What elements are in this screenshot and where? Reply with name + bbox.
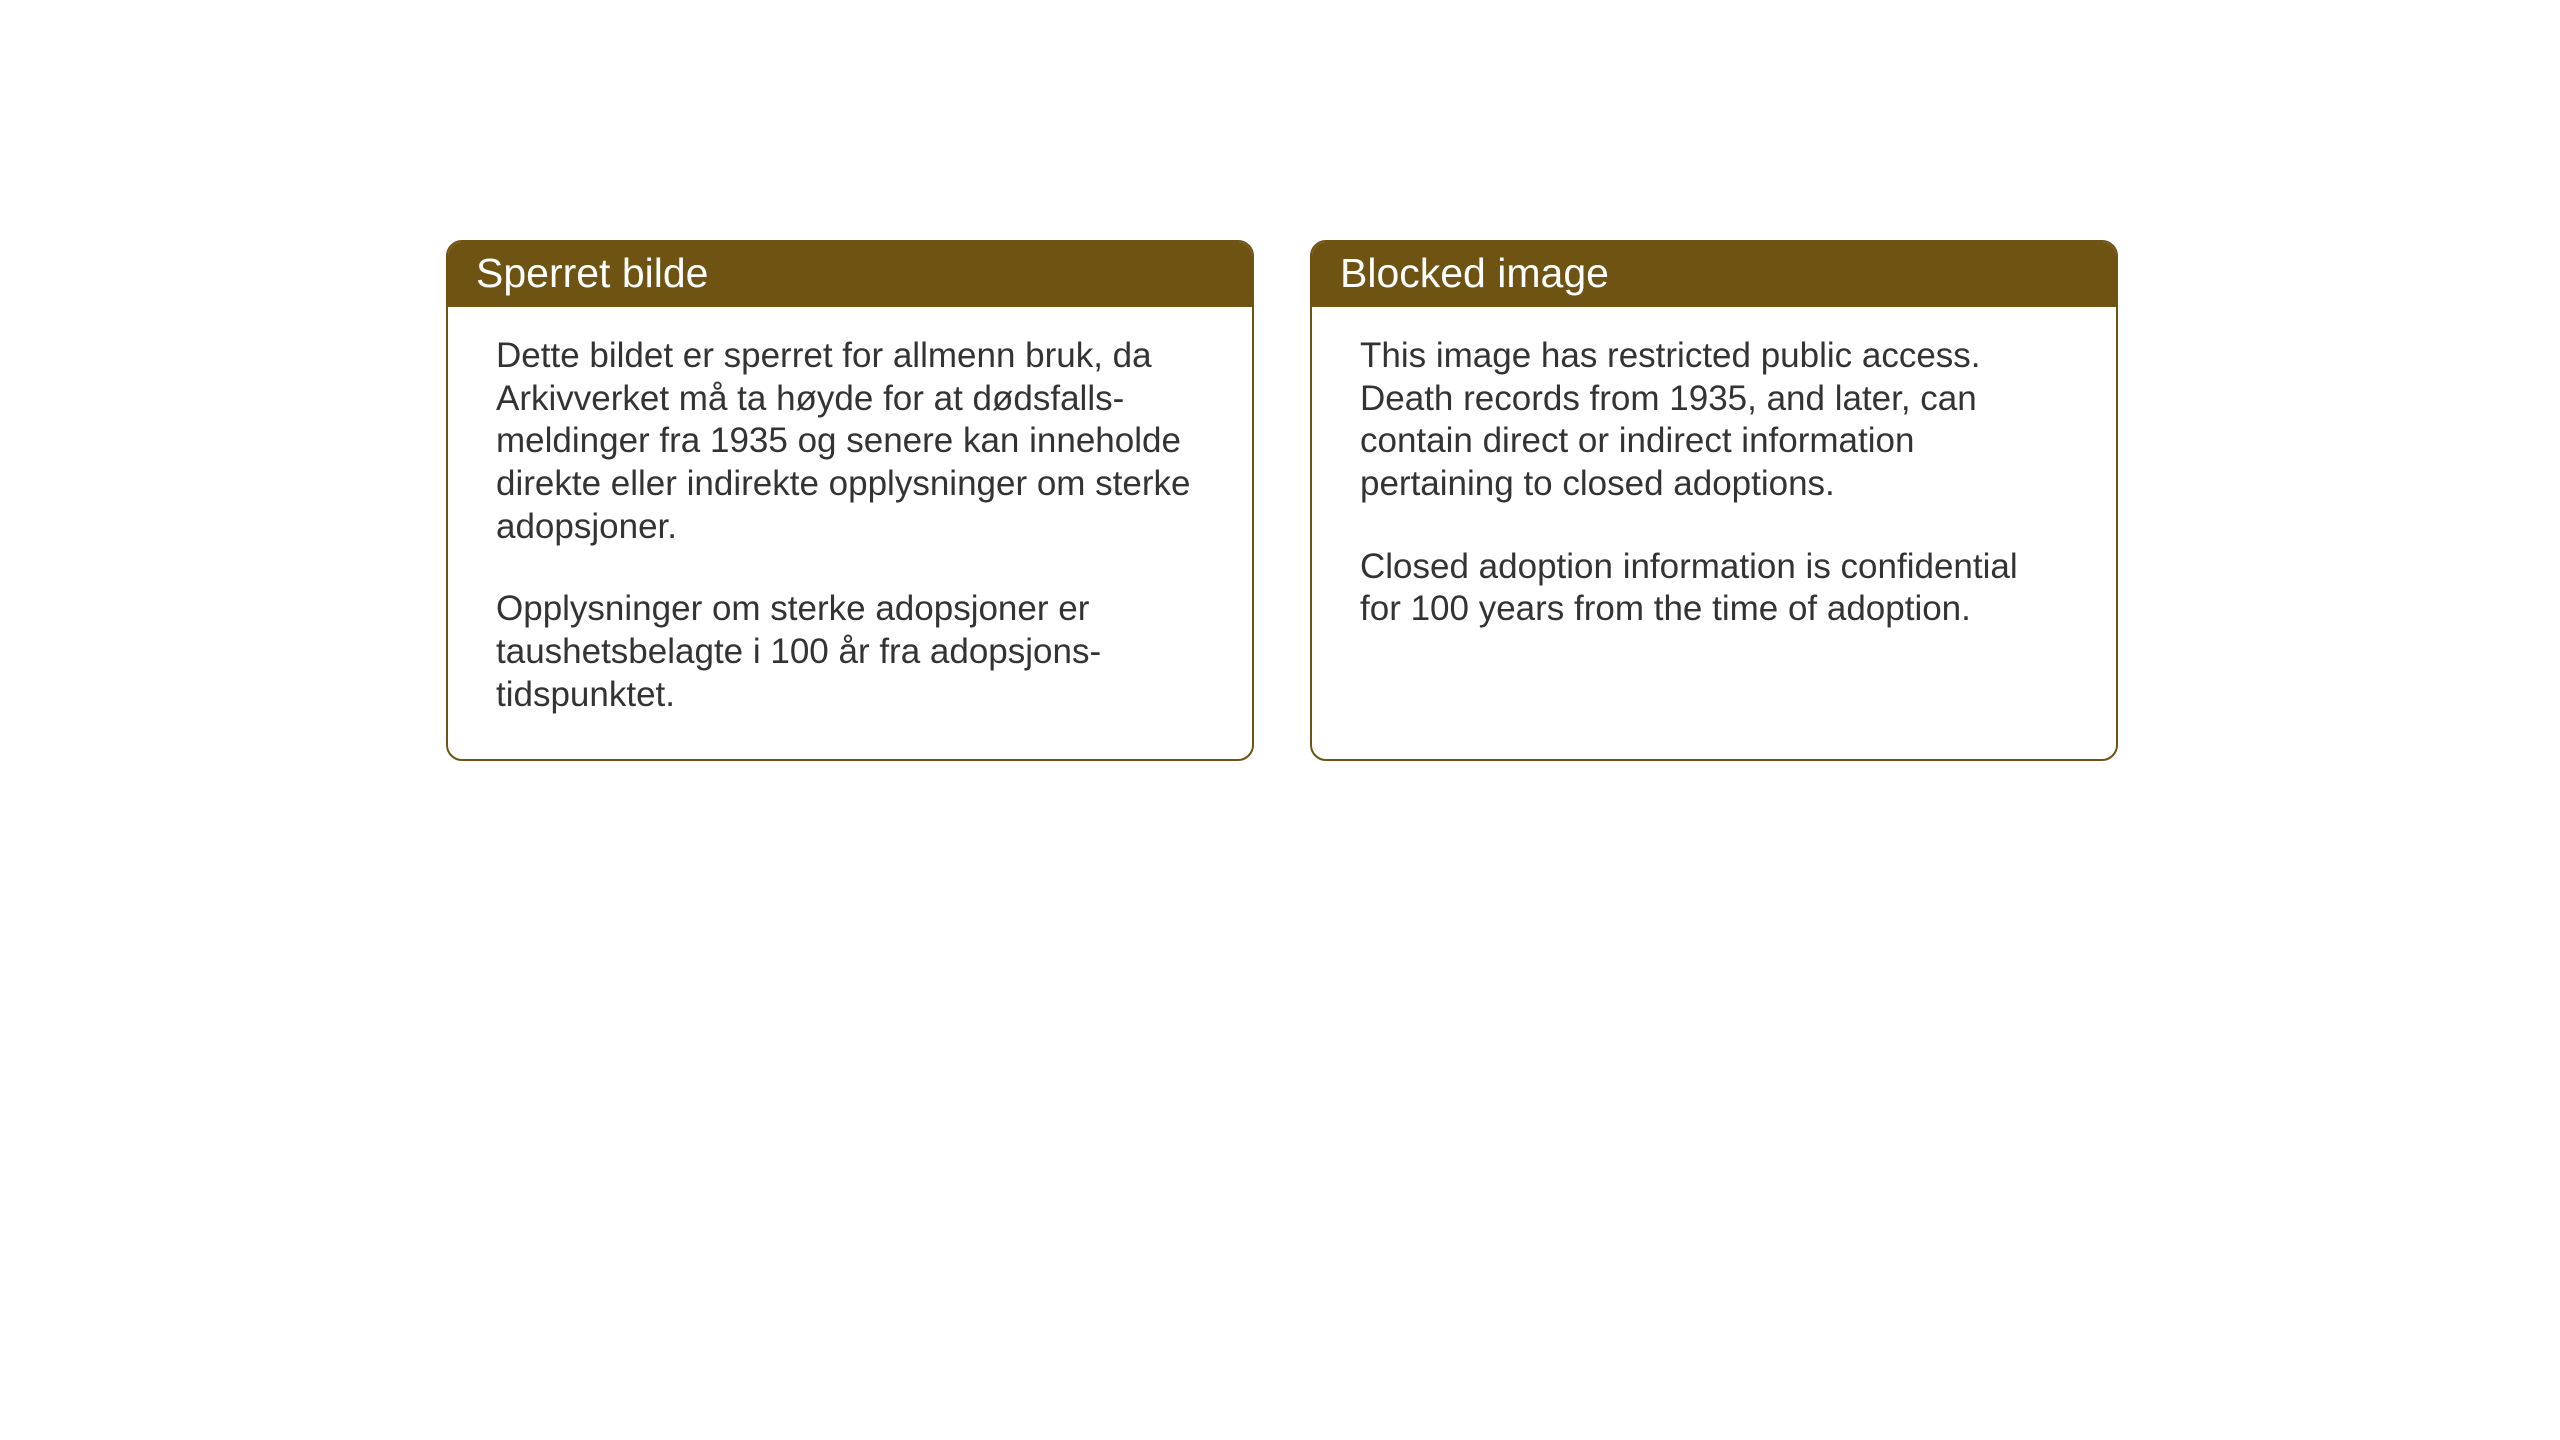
english-paragraph-2: Closed adoption information is confident… [1360, 546, 2068, 631]
cards-container: Sperret bilde Dette bildet er sperret fo… [446, 240, 2118, 761]
norwegian-card-body: Dette bildet er sperret for allmenn bruk… [448, 307, 1252, 759]
norwegian-paragraph-1: Dette bildet er sperret for allmenn bruk… [496, 335, 1204, 548]
norwegian-paragraph-2: Opplysninger om sterke adopsjoner er tau… [496, 588, 1204, 716]
norwegian-card-title: Sperret bilde [448, 242, 1252, 307]
english-card: Blocked image This image has restricted … [1310, 240, 2118, 761]
norwegian-card: Sperret bilde Dette bildet er sperret fo… [446, 240, 1254, 761]
english-card-title: Blocked image [1312, 242, 2116, 307]
english-card-body: This image has restricted public access.… [1312, 307, 2116, 673]
english-paragraph-1: This image has restricted public access.… [1360, 335, 2068, 506]
